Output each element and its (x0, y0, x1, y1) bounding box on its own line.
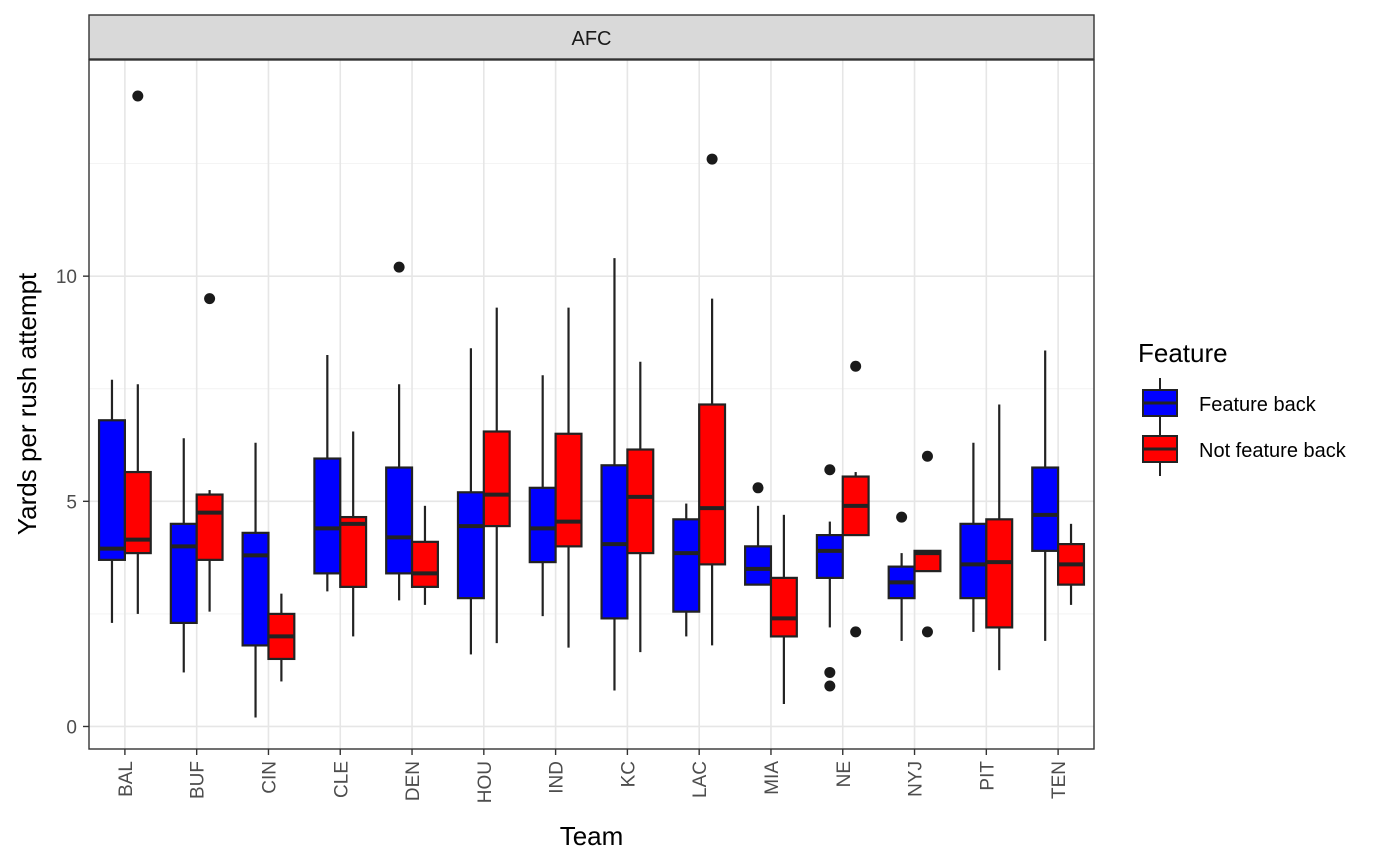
legend-items: Feature back Not feature back (1142, 378, 1347, 476)
box-iqr (769, 576, 798, 638)
x-tick-label: NYJ (906, 761, 927, 797)
box-group (841, 360, 870, 638)
outlier-point (921, 626, 933, 638)
outlier-point (850, 626, 862, 638)
box-group (959, 442, 988, 632)
box-group (241, 442, 270, 718)
box-group (385, 261, 414, 601)
outlier-point (824, 666, 836, 678)
box-series (97, 90, 1086, 718)
box-iqr (672, 518, 701, 613)
outlier-point (850, 360, 862, 372)
box-iqr (959, 522, 988, 600)
box-iqr (554, 432, 583, 548)
y-tick-label: 10 (56, 267, 77, 288)
box-iqr (626, 448, 655, 555)
y-tick-label: 0 (66, 717, 77, 738)
legend: Feature Feature back Not feature back (1138, 338, 1347, 476)
box-iqr (410, 540, 439, 588)
x-tick-label: HOU (475, 761, 496, 803)
x-tick-label: BUF (188, 761, 209, 799)
x-tick-label: KC (618, 761, 639, 787)
outlier-point (706, 153, 718, 165)
y-axis-title: Yards per rush attempt (12, 272, 42, 535)
box-group (815, 464, 844, 692)
box-group (97, 379, 126, 623)
outlier-point (824, 680, 836, 692)
box-group (313, 354, 342, 592)
outlier-point (824, 464, 836, 476)
box-group (1031, 350, 1060, 641)
x-axis: BAL BUF CIN CLE DEN HOU IND KC LAC MIA NE NYJ PIT TEN (116, 749, 1070, 803)
box-iqr (97, 419, 126, 561)
box-group (769, 514, 798, 704)
box-iqr (169, 522, 198, 625)
box-group (626, 361, 655, 653)
box-iqr (339, 515, 368, 588)
outlier-point (132, 90, 144, 102)
box-iqr (698, 403, 727, 566)
box-group (600, 258, 629, 691)
x-tick-label: MIA (762, 761, 783, 795)
box-iqr (985, 518, 1014, 629)
box-iqr (241, 531, 270, 647)
box-iqr (528, 486, 557, 564)
y-tick-label: 5 (66, 492, 77, 513)
outlier-point (752, 482, 764, 494)
x-tick-label: IND (547, 761, 568, 794)
x-tick-label: CLE (331, 761, 352, 798)
box-group (1057, 523, 1086, 605)
legend-label: Not feature back (1199, 440, 1347, 462)
box-group (554, 307, 583, 648)
panel-border (88, 59, 1095, 750)
box-group (169, 438, 198, 673)
box-group (195, 293, 224, 612)
box-iqr (195, 493, 224, 561)
box-group (482, 307, 511, 644)
box-group (123, 90, 152, 614)
facet-strip: AFC (88, 14, 1095, 60)
box-group (456, 348, 485, 655)
box-iqr (600, 464, 629, 620)
legend-item: Not feature back (1142, 424, 1347, 476)
x-tick-label: NE (834, 761, 855, 787)
box-iqr (482, 430, 511, 528)
outlier-point (393, 261, 405, 273)
box-group (985, 404, 1014, 671)
box-group (672, 503, 701, 637)
facet-strip-label: AFC (572, 28, 612, 50)
plot-panel (88, 59, 1095, 750)
x-tick-label: TEN (1049, 761, 1070, 799)
box-group (744, 482, 773, 586)
x-tick-label: PIT (977, 761, 998, 791)
box-group (339, 431, 368, 637)
legend-label: Feature back (1199, 394, 1317, 416)
legend-title: Feature (1138, 338, 1228, 368)
box-iqr (313, 457, 342, 575)
box-iqr (456, 491, 485, 600)
box-iqr (385, 466, 414, 575)
box-group (528, 375, 557, 617)
outlier-point (204, 293, 216, 305)
outlier-point (921, 450, 933, 462)
x-tick-label: LAC (690, 761, 711, 798)
facet-strip-background (88, 14, 1095, 60)
box-group (410, 505, 439, 605)
y-axis: 0 5 10 (56, 267, 89, 738)
box-group (913, 450, 942, 638)
box-iqr (744, 545, 773, 586)
box-iqr (815, 533, 844, 579)
box-group (698, 153, 727, 646)
legend-item: Feature back (1142, 378, 1317, 430)
box-iqr (1031, 466, 1060, 552)
box-group (267, 593, 296, 682)
x-tick-label: BAL (116, 761, 137, 797)
outlier-point (896, 511, 908, 523)
x-tick-label: CIN (259, 761, 280, 794)
x-tick-label: DEN (403, 761, 424, 801)
box-iqr (913, 549, 942, 573)
x-axis-title: Team (560, 821, 624, 851)
box-group (887, 511, 916, 641)
